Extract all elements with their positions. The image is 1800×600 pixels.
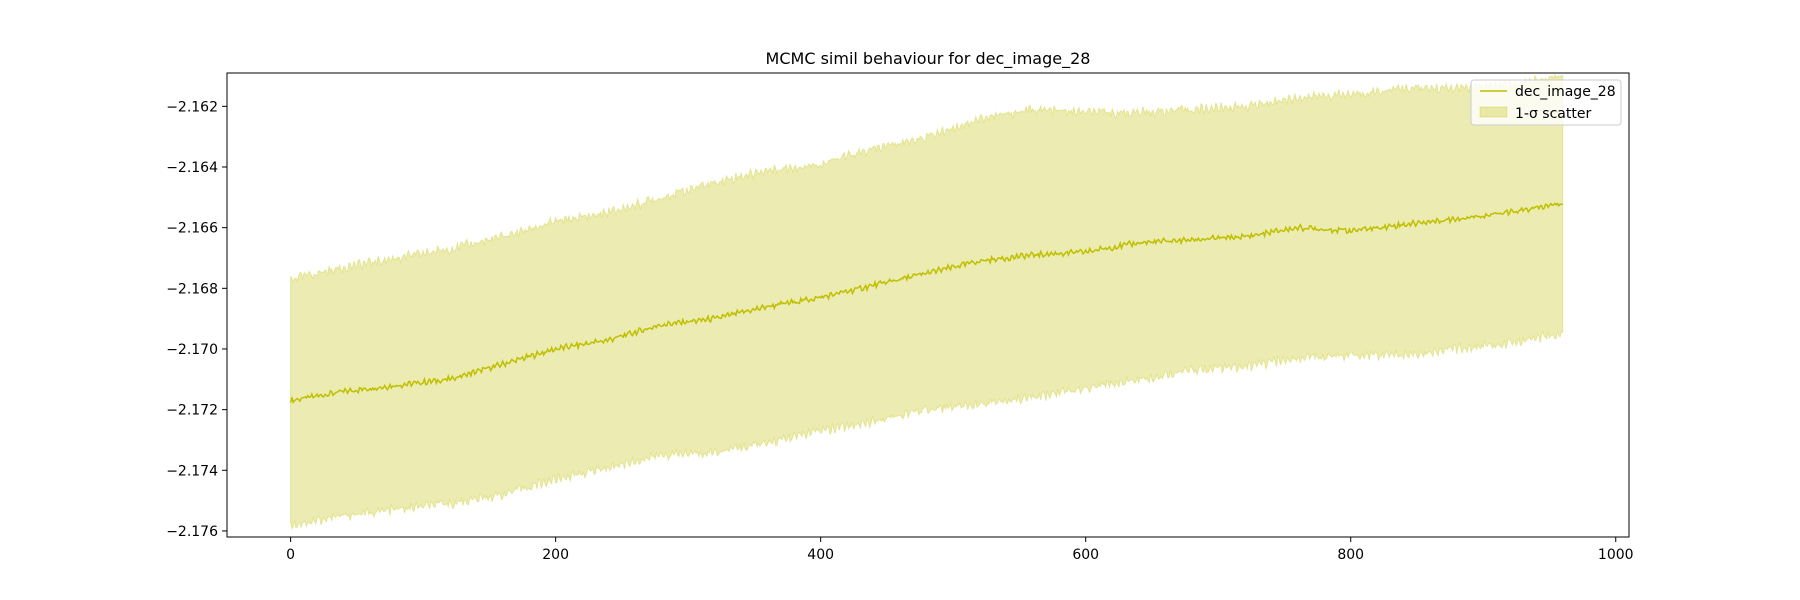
- y-tick-label: −2.172: [166, 403, 218, 419]
- y-tick-label: −2.168: [166, 281, 218, 297]
- sigma-band: [290, 73, 1564, 531]
- y-tick-label: −2.170: [166, 342, 218, 358]
- x-tick-label: 1000: [1598, 547, 1634, 563]
- y-tick-label: −2.176: [166, 524, 218, 540]
- y-axis: −2.162 −2.164 −2.166 −2.168 −2.170 −2.172 −2.1…: [166, 99, 227, 540]
- y-tick-label: −2.164: [166, 160, 218, 176]
- series-line-dec-image-28: [289, 202, 1564, 404]
- y-tick-label: −2.166: [166, 221, 218, 237]
- legend-band-swatch: [1479, 106, 1508, 118]
- x-tick-label: 600: [1072, 547, 1099, 563]
- x-tick-label: 400: [807, 547, 834, 563]
- chart-title: MCMC simil behaviour for dec_image_28: [766, 49, 1091, 69]
- legend-label-line: dec_image_28: [1515, 84, 1616, 100]
- legend: dec_image_28 1-σ scatter: [1470, 79, 1622, 126]
- plot-area: [289, 73, 1564, 531]
- y-tick-label: −2.174: [166, 463, 218, 479]
- plot-frame: [226, 72, 1630, 538]
- legend-frame: [1470, 79, 1622, 126]
- legend-label-band: 1-σ scatter: [1515, 106, 1591, 122]
- x-tick-label: 800: [1337, 547, 1364, 563]
- x-tick-label: 200: [542, 547, 569, 563]
- x-tick-label: 0: [286, 547, 295, 563]
- y-tick-label: −2.162: [166, 99, 218, 115]
- x-axis: 0 200 400 600 800 1000: [286, 537, 1634, 563]
